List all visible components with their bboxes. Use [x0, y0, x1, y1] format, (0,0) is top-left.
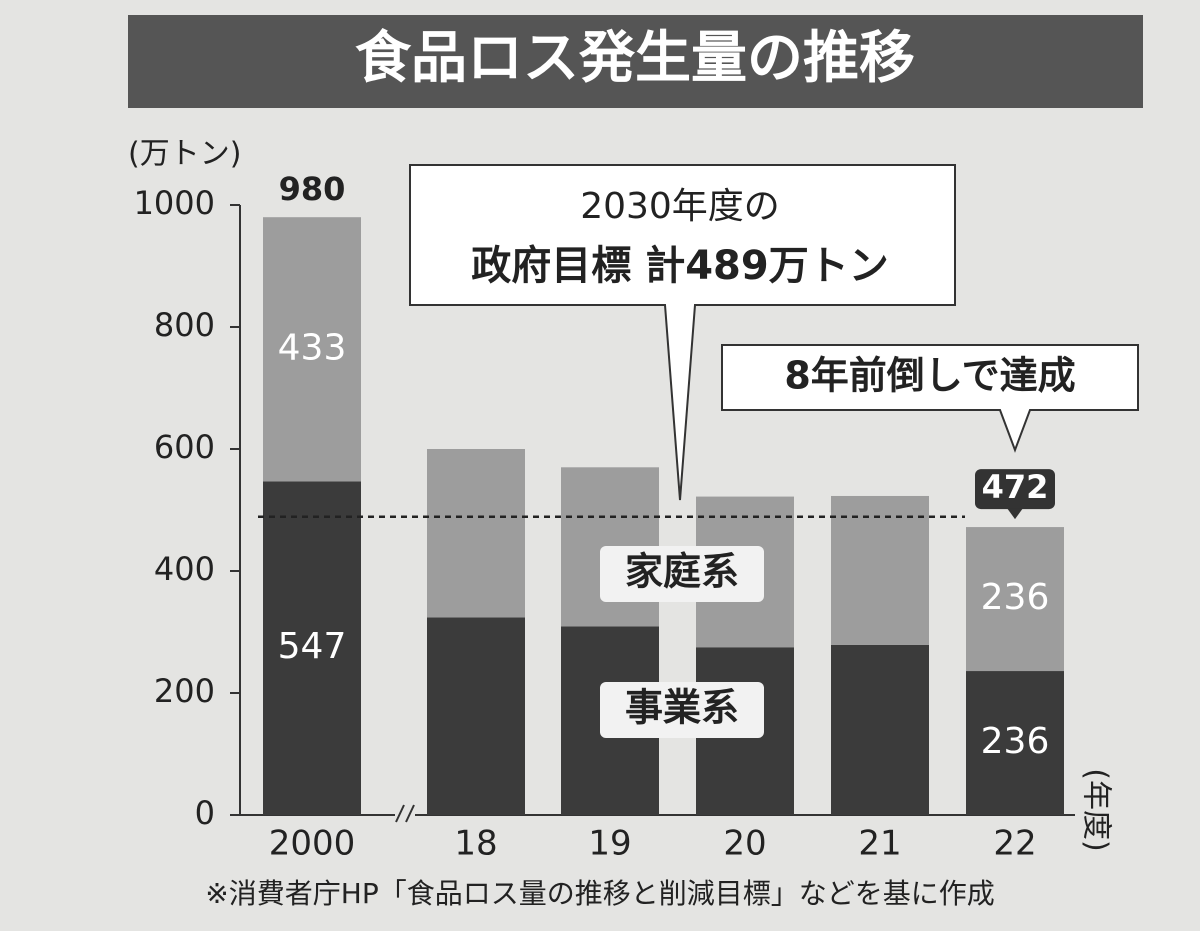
- plot: 0 200 400 600 800 1000 547 433 2000 980 18 19 20 21 23…: [134, 170, 1075, 864]
- y-tick-label: 0: [195, 794, 215, 832]
- bar-segment: [831, 644, 929, 815]
- achievement-callout-box: [721, 344, 1139, 453]
- source-note: ※消費者庁HP「食品ロス量の推移と削減目標」などを基に作成: [205, 877, 994, 910]
- callout-text: 政府目標 計489万トン: [471, 243, 888, 289]
- y-axis-label: (万トン): [128, 137, 241, 172]
- overlay: 2030年度の 政府目標 計489万トン 8年前倒しで達成: [409, 164, 1139, 501]
- legend-box: [600, 546, 764, 602]
- x-tick-label: 21: [858, 824, 901, 864]
- x-axis-label: (年度): [1079, 768, 1114, 851]
- value-label: 236: [981, 577, 1050, 618]
- x-tick-label: 20: [723, 824, 766, 864]
- axis-break: [395, 804, 415, 823]
- y-tick-label: 600: [154, 428, 215, 466]
- legend-label: 家庭系: [625, 550, 739, 594]
- callout-text: 8年前倒しで達成: [784, 354, 1075, 398]
- x-tick-label: 18: [454, 824, 497, 864]
- value-label: 433: [278, 327, 347, 368]
- total-label: 980: [279, 170, 346, 208]
- value-label: 236: [981, 721, 1050, 762]
- callout-text: 2030年度の: [580, 186, 780, 227]
- target-callout-box: [409, 164, 956, 501]
- bar-segment: [966, 527, 1064, 672]
- y-tick-label: 800: [154, 306, 215, 344]
- title-banner: [128, 15, 1143, 108]
- bar-segment: [263, 217, 361, 482]
- total-label-box: [975, 469, 1055, 510]
- legend-label: 事業系: [625, 686, 739, 730]
- bar-segment: [831, 495, 929, 645]
- bar-segment: [966, 671, 1064, 815]
- legend-box: [600, 682, 764, 738]
- chart-title: 食品ロス発生量の推移: [355, 26, 915, 91]
- x-tick-label: 2000: [269, 824, 356, 864]
- bar-segment: [427, 617, 525, 815]
- y-tick-label: 200: [154, 672, 215, 710]
- y-tick-label: 400: [154, 550, 215, 588]
- x-tick-label: 22: [993, 824, 1036, 864]
- total-label-pointer: [1007, 508, 1023, 520]
- bar-segment: [263, 481, 361, 815]
- y-tick-label: 1000: [134, 184, 215, 222]
- bar-segment: [427, 449, 525, 618]
- total-label: 472: [982, 468, 1049, 506]
- x-tick-label: 19: [588, 824, 631, 864]
- value-label: 547: [278, 626, 347, 667]
